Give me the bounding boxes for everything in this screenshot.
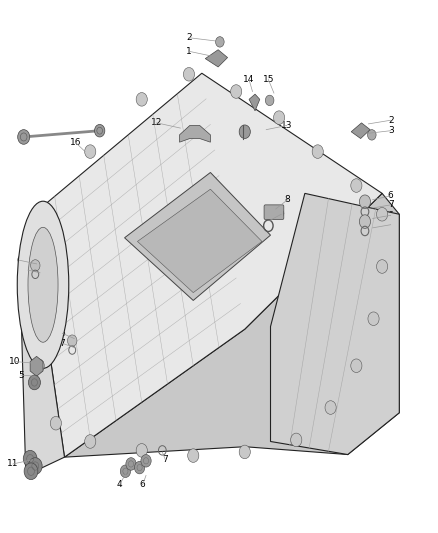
Circle shape	[23, 450, 37, 467]
Ellipse shape	[28, 227, 58, 342]
Text: 16: 16	[70, 138, 81, 147]
Text: 2: 2	[388, 116, 393, 125]
Circle shape	[351, 179, 362, 192]
Text: 7: 7	[25, 265, 31, 274]
Circle shape	[359, 215, 371, 228]
Text: 6: 6	[388, 211, 394, 220]
Circle shape	[37, 228, 49, 242]
Circle shape	[187, 449, 199, 462]
Circle shape	[50, 416, 61, 430]
Polygon shape	[30, 357, 43, 376]
Ellipse shape	[17, 201, 69, 368]
Polygon shape	[180, 125, 210, 142]
Text: 14: 14	[244, 75, 255, 84]
Circle shape	[312, 145, 323, 158]
Text: 6: 6	[388, 191, 394, 200]
Text: 13: 13	[281, 121, 293, 130]
Text: 7: 7	[60, 339, 65, 348]
Text: 7: 7	[162, 455, 168, 464]
Text: 10: 10	[9, 357, 21, 366]
Text: 5: 5	[18, 370, 24, 379]
Polygon shape	[205, 50, 228, 67]
Circle shape	[273, 111, 285, 124]
Text: 6: 6	[140, 480, 145, 489]
Circle shape	[33, 359, 44, 373]
Circle shape	[28, 458, 42, 474]
Circle shape	[85, 435, 96, 448]
Text: 3: 3	[388, 126, 394, 135]
Polygon shape	[249, 94, 260, 111]
Circle shape	[18, 130, 30, 144]
Text: 1: 1	[186, 47, 192, 56]
Circle shape	[120, 465, 131, 478]
Text: 2: 2	[186, 33, 192, 42]
Circle shape	[239, 445, 251, 459]
Text: 6: 6	[17, 256, 22, 265]
Circle shape	[215, 37, 224, 47]
Circle shape	[230, 85, 242, 98]
Circle shape	[184, 68, 194, 81]
Circle shape	[134, 462, 145, 474]
Circle shape	[136, 443, 147, 457]
Circle shape	[239, 125, 251, 139]
FancyBboxPatch shape	[264, 205, 284, 220]
Text: 7: 7	[388, 220, 394, 229]
Polygon shape	[271, 193, 399, 455]
Circle shape	[85, 145, 96, 158]
Text: 6: 6	[60, 329, 65, 338]
Circle shape	[291, 433, 302, 447]
Circle shape	[126, 458, 136, 470]
Polygon shape	[64, 193, 399, 457]
Text: 11: 11	[7, 459, 19, 469]
Text: 12: 12	[151, 118, 162, 127]
Polygon shape	[30, 73, 382, 457]
Circle shape	[29, 291, 40, 305]
Circle shape	[136, 93, 147, 106]
Polygon shape	[351, 123, 370, 139]
Circle shape	[377, 260, 388, 273]
Text: 9: 9	[279, 210, 284, 219]
Circle shape	[95, 124, 105, 137]
Circle shape	[265, 95, 274, 106]
Circle shape	[359, 195, 371, 208]
Text: 15: 15	[263, 75, 274, 84]
Text: 7: 7	[388, 200, 394, 209]
Circle shape	[368, 312, 379, 326]
Circle shape	[24, 463, 38, 480]
Polygon shape	[138, 189, 262, 293]
Polygon shape	[124, 173, 271, 301]
Circle shape	[325, 401, 336, 414]
Circle shape	[67, 335, 77, 346]
Circle shape	[28, 375, 40, 390]
Polygon shape	[21, 217, 64, 475]
Circle shape	[141, 455, 151, 467]
Circle shape	[351, 359, 362, 373]
Circle shape	[377, 207, 388, 221]
Circle shape	[31, 260, 40, 271]
Text: 4: 4	[117, 480, 122, 489]
Circle shape	[367, 130, 376, 140]
Text: 8: 8	[285, 195, 290, 204]
